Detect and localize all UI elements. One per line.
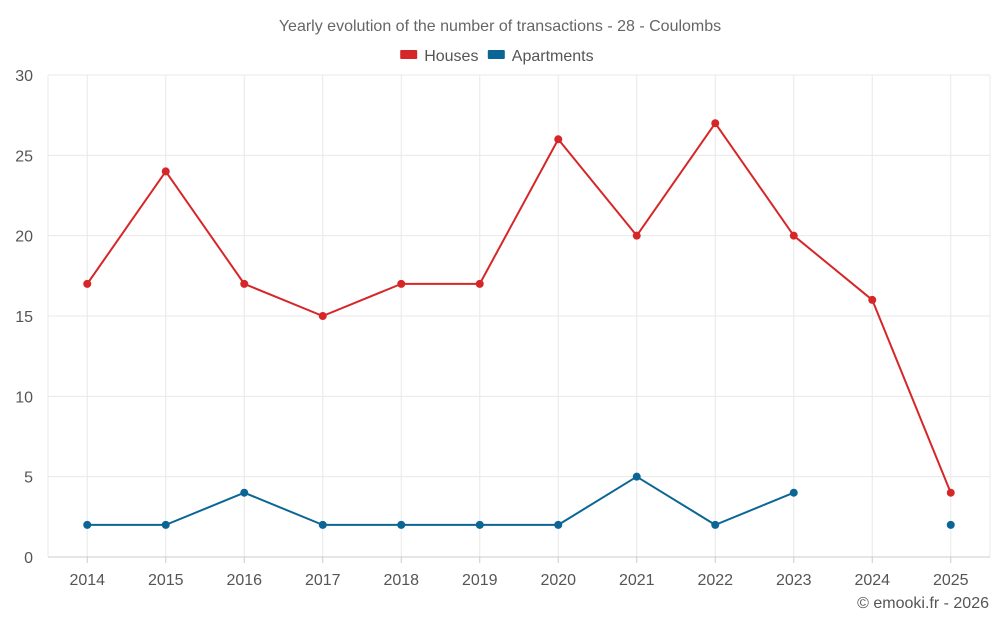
x-tick-label: 2024 bbox=[854, 572, 890, 589]
credit-text: © emooki.fr - 2026 bbox=[857, 595, 989, 612]
apartments-point[interactable] bbox=[475, 520, 484, 529]
y-tick-label: 10 bbox=[15, 389, 33, 406]
x-tick-label: 2018 bbox=[383, 572, 419, 589]
legend-label-apartments[interactable]: Apartments bbox=[512, 48, 594, 65]
houses-line bbox=[86, 122, 952, 494]
x-axis: 2014 2015 2016 2017 2018 2019 2020 2021 2022 2023… bbox=[48, 556, 990, 589]
houses-point[interactable] bbox=[161, 167, 170, 176]
apartments-point[interactable] bbox=[711, 520, 720, 529]
x-tick-label: 2019 bbox=[462, 572, 498, 589]
houses-point[interactable] bbox=[632, 231, 641, 240]
houses-point[interactable] bbox=[868, 295, 877, 304]
houses-point[interactable] bbox=[711, 119, 720, 128]
legend-swatch-houses[interactable] bbox=[400, 50, 418, 59]
houses-point[interactable] bbox=[946, 488, 955, 497]
legend-label-houses[interactable]: Houses bbox=[424, 48, 478, 65]
x-tick-label: 2022 bbox=[697, 572, 733, 589]
houses-point[interactable] bbox=[240, 279, 249, 288]
x-tick-label: 2023 bbox=[776, 572, 812, 589]
x-tick-label: 2017 bbox=[305, 572, 341, 589]
grid bbox=[47, 74, 991, 557]
y-tick-label: 15 bbox=[15, 309, 33, 326]
apartments-line bbox=[87, 475, 795, 526]
apartments-point[interactable] bbox=[83, 520, 92, 529]
houses-point[interactable] bbox=[83, 279, 92, 288]
y-tick-label: 30 bbox=[15, 68, 33, 85]
legend-swatch-apartments[interactable] bbox=[487, 50, 505, 59]
houses-point[interactable] bbox=[318, 312, 327, 320]
x-tick-label: 2020 bbox=[540, 572, 576, 589]
apartments-point[interactable] bbox=[397, 520, 406, 529]
houses-point[interactable] bbox=[475, 279, 484, 288]
legend: Houses Apartments bbox=[400, 48, 594, 65]
y-tick-label: 5 bbox=[24, 470, 33, 487]
houses-point[interactable] bbox=[397, 279, 406, 288]
y-tick-label: 25 bbox=[15, 148, 33, 165]
x-tick-label: 2014 bbox=[69, 572, 105, 589]
x-tick-label: 2016 bbox=[226, 572, 262, 589]
x-tick-label: 2015 bbox=[148, 572, 184, 589]
apartments-point[interactable] bbox=[161, 520, 170, 529]
apartments-point[interactable] bbox=[318, 520, 327, 529]
houses-point[interactable] bbox=[554, 135, 563, 144]
apartments-point[interactable] bbox=[946, 520, 955, 529]
x-tick-label: 2021 bbox=[619, 572, 655, 589]
x-tick-label: 2025 bbox=[933, 572, 969, 589]
y-tick-label: 0 bbox=[24, 550, 33, 567]
houses-point[interactable] bbox=[789, 231, 798, 240]
apartments-point[interactable] bbox=[554, 520, 563, 529]
chart-title: Yearly evolution of the number of transa… bbox=[279, 18, 721, 35]
series-layer bbox=[83, 119, 955, 529]
y-axis: 0 5 10 15 20 25 30 bbox=[15, 68, 33, 567]
y-tick-label: 20 bbox=[15, 229, 33, 246]
apartments-point[interactable] bbox=[240, 488, 249, 497]
apartments-point[interactable] bbox=[789, 488, 798, 497]
apartments-point[interactable] bbox=[632, 472, 641, 481]
